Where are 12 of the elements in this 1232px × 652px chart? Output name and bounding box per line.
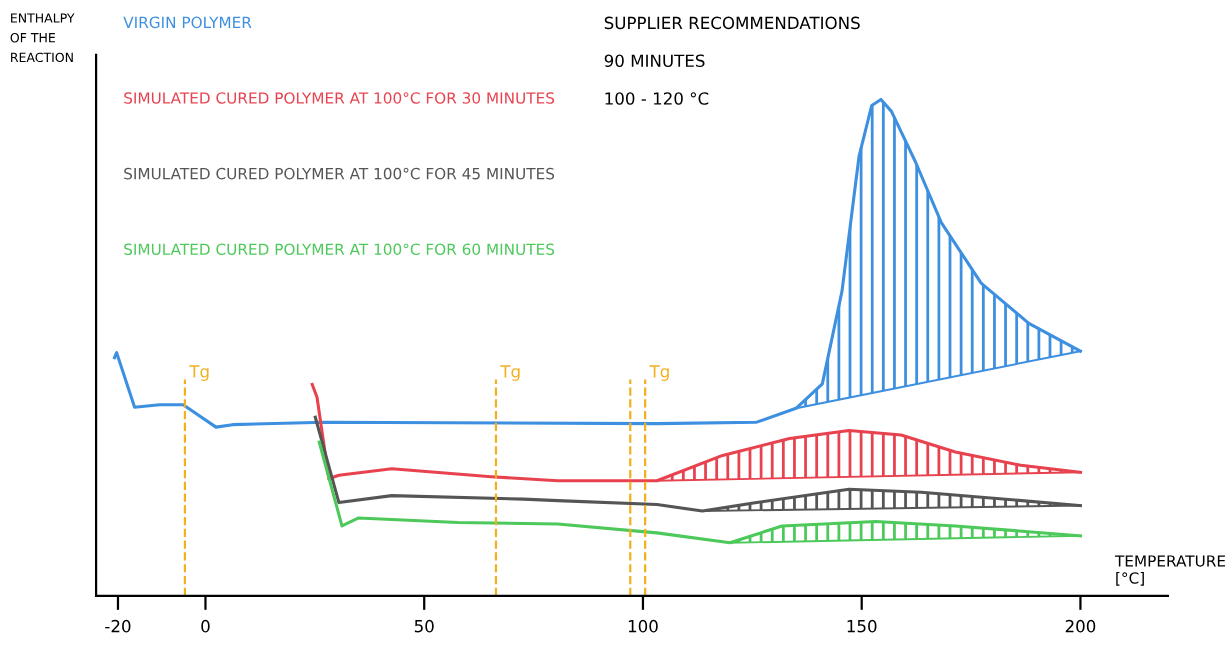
ref-line-label: Tg bbox=[649, 365, 669, 381]
x-tick-label: 150 bbox=[847, 619, 877, 633]
ref-line-label: Tg bbox=[189, 365, 209, 381]
annotation: 100 - 120 °C bbox=[605, 92, 709, 105]
x-tick-label: 50 bbox=[414, 619, 434, 633]
ref-line-label: Tg bbox=[500, 365, 520, 381]
x-tick-label: 100 bbox=[628, 619, 658, 633]
text: SUPPLIER RECOMMENDATIONS bbox=[604, 16, 860, 30]
x-tick-label: -20 bbox=[105, 619, 131, 633]
x-tick-label: 200 bbox=[1065, 619, 1096, 633]
text: 90 MINUTES bbox=[604, 54, 705, 68]
x-tick-label: 0 bbox=[201, 619, 210, 633]
